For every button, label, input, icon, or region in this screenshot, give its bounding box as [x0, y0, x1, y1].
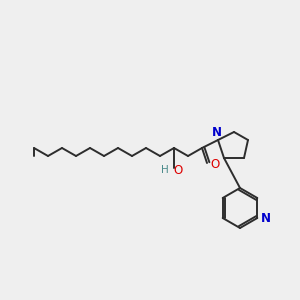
Text: O: O	[173, 164, 183, 176]
Text: N: N	[261, 212, 271, 226]
Text: O: O	[210, 158, 220, 172]
Text: H: H	[161, 165, 169, 175]
Text: N: N	[212, 127, 222, 140]
